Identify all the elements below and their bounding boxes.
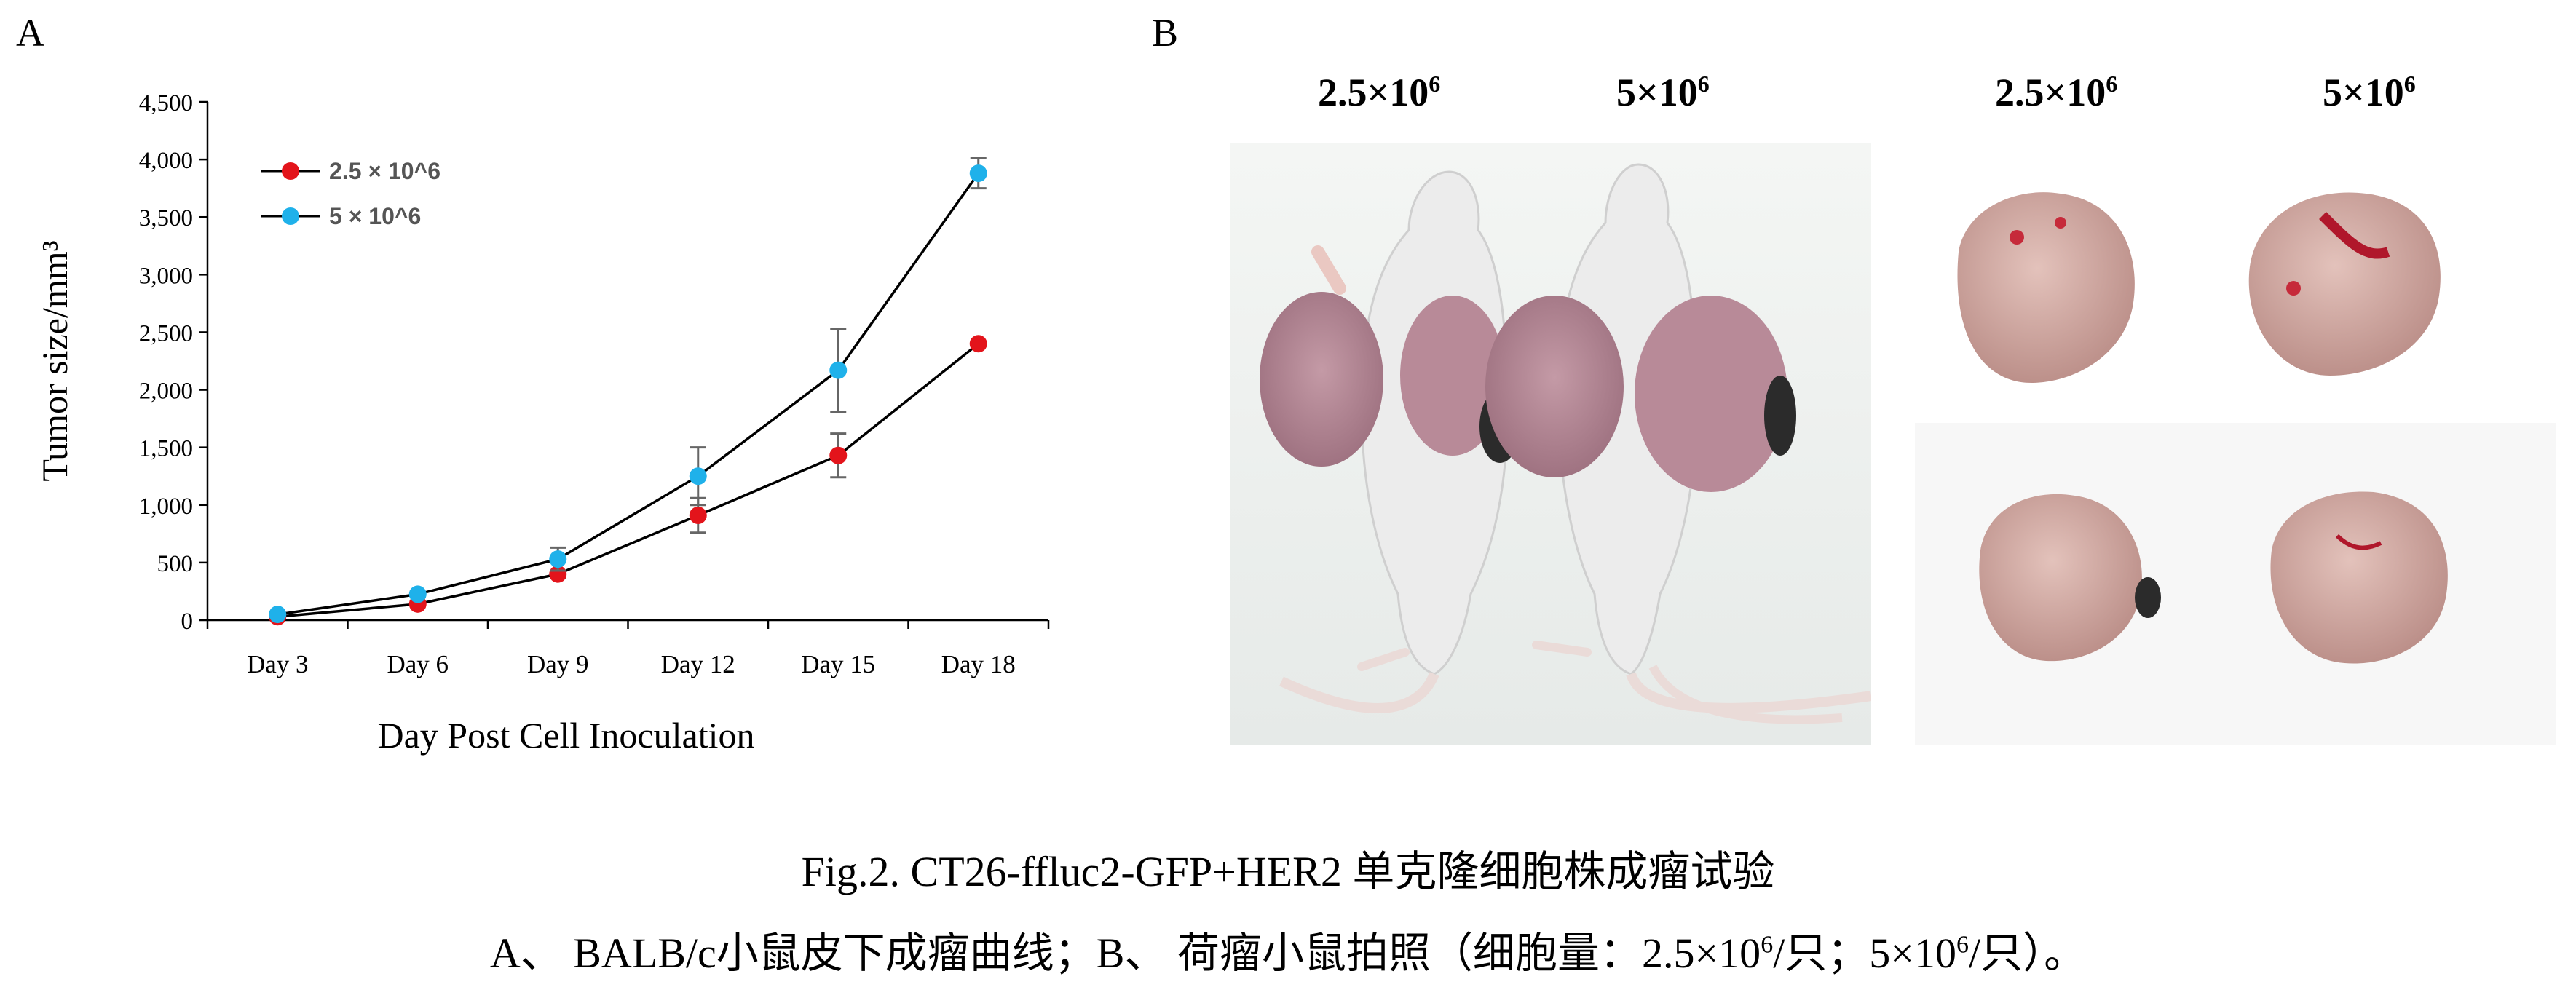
series-line xyxy=(277,342,979,618)
data-point xyxy=(829,446,848,464)
series-line xyxy=(277,173,980,616)
mouse-left xyxy=(1260,170,1520,713)
y-tick-label: 4,000 xyxy=(139,148,193,174)
legend-label: 5 × 10^6 xyxy=(329,203,421,229)
tumor-high-dose-2 xyxy=(2270,491,2448,664)
x-tick-label: Day 12 xyxy=(661,650,735,678)
mouse-right xyxy=(1485,163,1871,724)
x-tick-label: Day 3 xyxy=(247,650,309,678)
mice-label-high-dose: 5×106 xyxy=(1616,71,1710,114)
panel-label-a: A xyxy=(16,11,44,55)
tumor-label-low-dose: 2.5×106 xyxy=(1995,71,2118,114)
y-tick-label: 4,500 xyxy=(139,90,193,116)
data-point xyxy=(408,585,427,603)
tumor-low-dose-1 xyxy=(1957,192,2135,383)
legend-label: 2.5 × 10^6 xyxy=(329,158,440,184)
data-point xyxy=(969,335,987,353)
tumor-growth-chart: 0 500 1,000 1,500 2,000 2,500 3,000 3,500 4,000 4… xyxy=(34,90,1050,756)
tumor-label-high-dose: 5×106 xyxy=(2323,71,2416,114)
y-tick-label: 3,000 xyxy=(139,263,193,289)
figure-caption-description: A、 BALB/c小鼠皮下成瘤曲线；B、 荷瘤小鼠拍照（细胞量：2.5×106/… xyxy=(489,929,2087,977)
x-tick-label: Day 9 xyxy=(527,650,589,678)
mice-label-low-dose: 2.5×106 xyxy=(1318,71,1441,114)
y-tick-label: 0 xyxy=(181,609,194,635)
tumor-low-dose-2 xyxy=(1979,494,2161,662)
x-tick-label: Day 6 xyxy=(387,650,449,678)
mice-photo xyxy=(1230,143,1871,745)
data-point xyxy=(549,550,567,568)
data-point xyxy=(689,467,707,485)
data-point xyxy=(269,606,287,624)
y-tick-label: 1,000 xyxy=(139,494,193,520)
x-tick-label: Day 18 xyxy=(941,650,1016,678)
y-tick-label: 3,500 xyxy=(139,205,193,231)
x-axis-label: Day Post Cell Inoculation xyxy=(378,715,755,756)
figure-caption-title: Fig.2. CT26-ffluc2-GFP+HER2 单克隆细胞株成瘤试验 xyxy=(801,848,1775,895)
tumor-high-dose-1 xyxy=(2248,192,2441,376)
data-point xyxy=(969,164,987,183)
data-point xyxy=(829,361,848,379)
y-tick-label: 1,500 xyxy=(139,436,193,462)
y-tick-label: 2,500 xyxy=(139,320,193,346)
y-tick-label: 500 xyxy=(157,551,194,577)
data-point xyxy=(689,507,707,525)
legend-marker xyxy=(282,162,299,180)
x-tick-label: Day 15 xyxy=(801,650,875,678)
tumors-photo xyxy=(1915,143,2556,745)
panel-label-b: B xyxy=(1152,11,1179,55)
y-axis-label: Tumor size/mm³ xyxy=(34,240,75,481)
legend-marker xyxy=(282,207,299,225)
y-tick-label: 2,000 xyxy=(139,378,193,405)
